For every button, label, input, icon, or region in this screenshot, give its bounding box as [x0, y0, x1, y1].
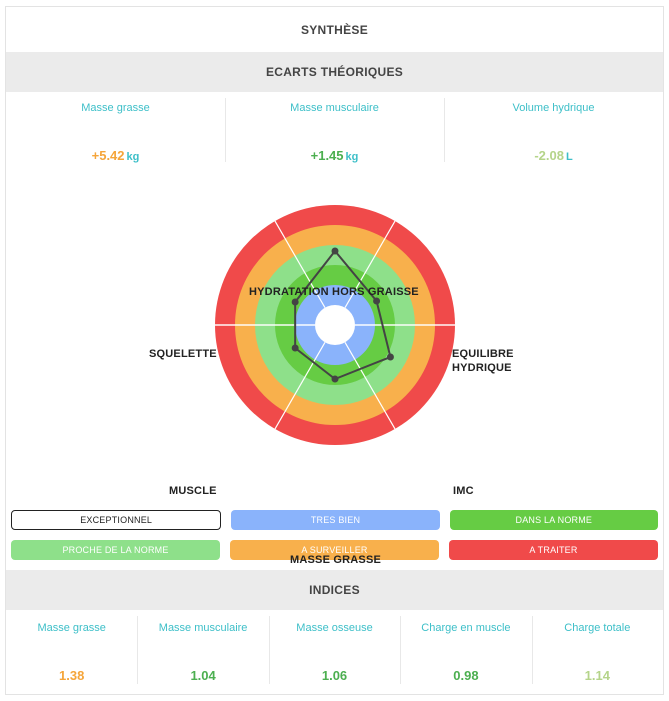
stat-value-wrap: -2.08 L — [444, 148, 663, 163]
stat-label: Masse musculaire — [158, 622, 248, 634]
indice-masse-musculaire: Masse musculaire 1.04 — [137, 610, 268, 692]
stat-label: Masse musculaire — [290, 102, 379, 114]
legend-a-surveiller: A SURVEILLER — [230, 540, 439, 560]
axis-label-equilibre: EQUILIBRE HYDRIQUE — [452, 347, 514, 375]
stat-value-wrap: +1.45 kg — [225, 148, 444, 163]
legend-row: PROCHE DE LA NORME A SURVEILLER A TRAITE… — [11, 540, 658, 560]
radar-data-point — [373, 297, 381, 305]
stat-unit: kg — [126, 151, 140, 163]
axis-label-masse-grasse: MASSE GRASSE — [290, 554, 382, 566]
radar-data-point — [331, 247, 339, 255]
indices-stats: Masse grasse 1.38 Masse musculaire 1.04 … — [6, 610, 663, 692]
radar-data-point — [386, 353, 394, 361]
radar-spoke — [344, 342, 396, 430]
stat-value: -2.08 — [534, 148, 564, 163]
legend-exceptionnel: EXCEPTIONNEL — [11, 510, 222, 530]
stat-value-wrap: +5.42 kg — [6, 148, 225, 163]
indices-header: INDICES — [6, 570, 663, 610]
stat-value: 1.06 — [321, 668, 348, 683]
stat-label: Masse grasse — [81, 102, 150, 114]
radar-data-point — [291, 344, 299, 352]
axis-label-hydratation: HYDRATATION HORS GRAISSE — [249, 286, 419, 298]
radar-data-point — [291, 298, 299, 306]
axis-label-line: HYDRIQUE — [452, 362, 512, 374]
stat-value: 0.98 — [453, 668, 479, 683]
radar-data-point — [331, 375, 339, 383]
ecarts-stats: Masse grasse +5.42 kg Masse musculaire +1… — [6, 92, 663, 170]
stat-value: 1.38 — [59, 668, 85, 683]
ecart-masse-grasse: Masse grasse +5.42 kg — [6, 92, 225, 170]
ecarts-header: ECARTS THÉORIQUES — [6, 52, 663, 92]
indice-masse-osseuse: Masse osseuse 1.06 — [268, 610, 400, 692]
stat-unit: L — [565, 151, 573, 163]
panel-title: SYNTHÈSE — [300, 22, 369, 37]
stat-value: 1.14 — [584, 668, 610, 683]
stat-label: Charge totale — [564, 622, 631, 634]
radar-spoke — [274, 342, 326, 430]
indice-masse-grasse: Masse grasse 1.38 — [6, 610, 137, 692]
legend-tres-bien: TRES BIEN — [231, 510, 440, 530]
ecart-volume-hydrique: Volume hydrique -2.08 L — [444, 92, 663, 170]
radar-spoke — [344, 220, 396, 308]
indice-charge-totale: Charge totale 1.14 — [531, 610, 663, 692]
axis-label-imc: IMC — [453, 485, 474, 497]
stat-value: +5.42 — [91, 148, 125, 163]
stat-unit: kg — [345, 151, 359, 163]
radar-center — [315, 305, 355, 345]
radar-svg — [215, 205, 455, 445]
stat-label: Charge en muscle — [421, 622, 511, 634]
legend: EXCEPTIONNEL TRES BIEN DANS LA NORME PRO… — [6, 510, 663, 560]
radar-spoke — [274, 220, 326, 308]
stat-label: Masse osseuse — [296, 622, 373, 634]
stat-label: Masse grasse — [37, 622, 106, 634]
axis-label-squelette: SQUELETTE — [149, 348, 217, 360]
stat-value: +1.45 — [310, 148, 344, 163]
indice-charge-en-muscle: Charge en muscle 0.98 — [400, 610, 531, 692]
legend-row: EXCEPTIONNEL TRES BIEN DANS LA NORME — [11, 510, 658, 530]
legend-proche-de-la-norme: PROCHE DE LA NORME — [11, 540, 220, 560]
ecart-masse-musculaire: Masse musculaire +1.45 kg — [225, 92, 444, 170]
stat-label: Volume hydrique — [512, 102, 595, 114]
radar-chart: HYDRATATION HORS GRAISSE EQUILIBRE HYDRI… — [6, 170, 663, 566]
legend-a-traiter: A TRAITER — [449, 540, 658, 560]
axis-label-line: EQUILIBRE — [452, 348, 514, 360]
stat-value: 1.04 — [190, 668, 216, 683]
legend-dans-la-norme: DANS LA NORME — [449, 510, 658, 530]
axis-label-muscle: MUSCLE — [169, 485, 217, 497]
synthese-panel: SYNTHÈSE ECARTS THÉORIQUES Masse grasse … — [5, 6, 664, 695]
